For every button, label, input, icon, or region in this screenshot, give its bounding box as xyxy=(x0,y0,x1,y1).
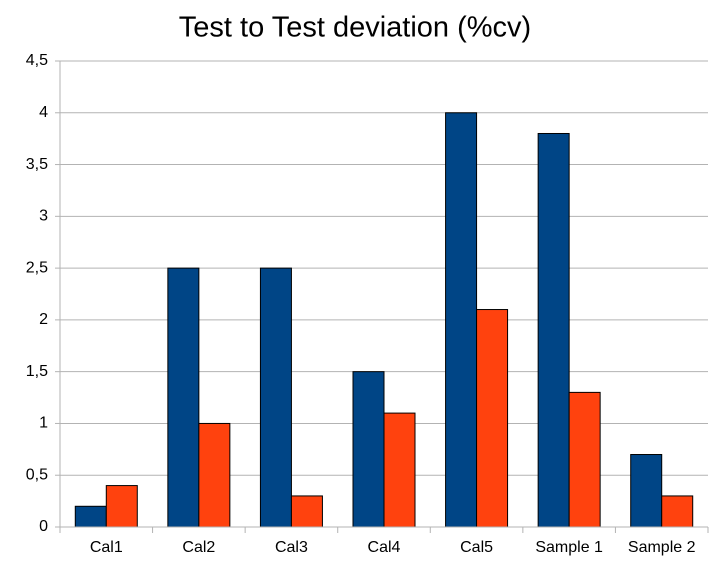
y-tick-label: 4 xyxy=(39,104,48,121)
bar xyxy=(198,422,231,528)
bar xyxy=(74,505,107,528)
x-tick-label: Sample 2 xyxy=(628,539,696,556)
x-tick-label: Sample 1 xyxy=(535,539,603,556)
y-tick-label: 1 xyxy=(39,415,48,432)
bar xyxy=(630,454,663,528)
bar xyxy=(105,485,138,528)
y-tick-label: 0 xyxy=(39,518,48,535)
bar xyxy=(661,495,694,528)
y-tick-label: 1,5 xyxy=(26,363,48,380)
bar xyxy=(568,391,601,528)
bar xyxy=(383,412,416,528)
x-tick-label: Cal3 xyxy=(275,539,308,556)
bar xyxy=(537,132,570,528)
bar xyxy=(476,309,509,528)
x-tick-label: Cal4 xyxy=(368,539,401,556)
y-tick-label: 0,5 xyxy=(26,466,48,483)
y-tick-label: 3,5 xyxy=(26,156,48,173)
bar xyxy=(167,267,200,528)
x-tick-label: Cal5 xyxy=(460,539,493,556)
bar xyxy=(259,267,292,528)
y-tick-label: 4,5 xyxy=(26,52,48,69)
y-tick-label: 2 xyxy=(39,311,48,328)
bar xyxy=(445,112,478,528)
bar xyxy=(352,371,385,528)
x-tick-label: Cal1 xyxy=(90,539,123,556)
chart-title: Test to Test deviation (%cv) xyxy=(179,12,531,44)
x-tick-label: Cal2 xyxy=(182,539,215,556)
bar xyxy=(290,495,323,528)
y-tick-label: 3 xyxy=(39,208,48,225)
y-tick-label: 2,5 xyxy=(26,259,48,276)
